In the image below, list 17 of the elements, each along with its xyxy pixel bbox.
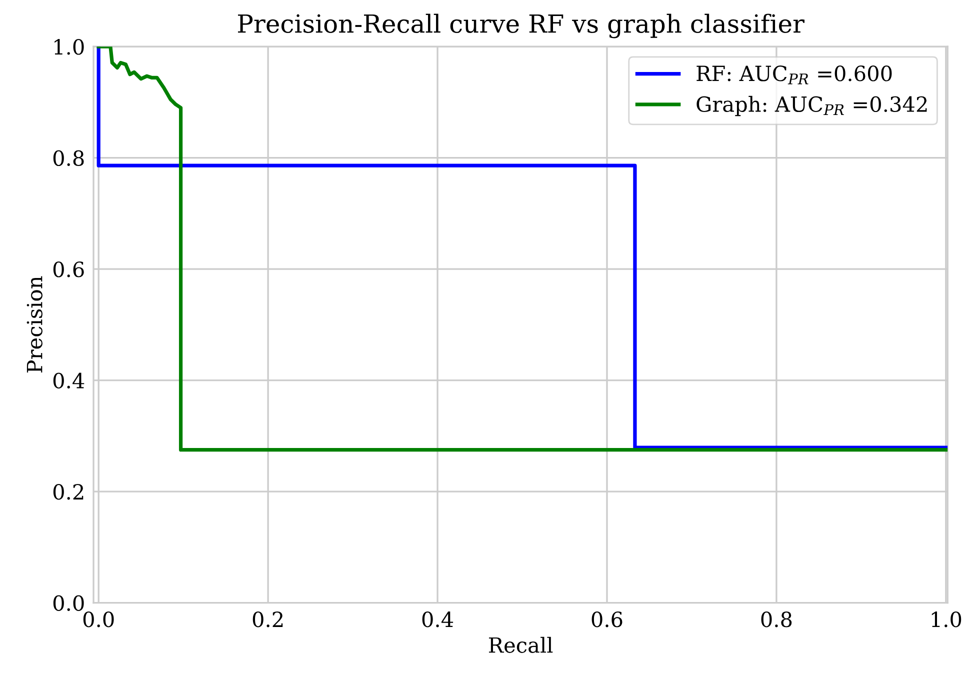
chart-title: Precision-Recall curve RF vs graph classifier [238, 14, 804, 38]
y-axis-title: Precision [26, 276, 42, 372]
y-tick-label: 0.8 [53, 150, 84, 166]
y-tick-label: 0.2 [53, 484, 84, 500]
x-tick-label: 0.6 [592, 611, 622, 628]
legend-label: Graph: AUC$_{PR}$ =0.342 [696, 96, 927, 116]
x-axis-title: Recall [488, 636, 553, 653]
x-tick-label: 0.8 [761, 611, 792, 628]
x-tick-label: 1.0 [932, 611, 962, 628]
y-tick-label: 0.0 [53, 595, 84, 611]
x-tick-label: 0.4 [422, 611, 454, 628]
y-tick-label: 1.0 [54, 39, 84, 55]
y-tick-label: 0.6 [53, 262, 84, 278]
y-tick-label: 0.4 [53, 372, 84, 389]
x-tick-label: 0.2 [252, 611, 283, 628]
x-tick-label: 0.0 [83, 611, 114, 628]
legend-label: RF: AUC$_{PR}$ =0.600 [696, 66, 892, 84]
